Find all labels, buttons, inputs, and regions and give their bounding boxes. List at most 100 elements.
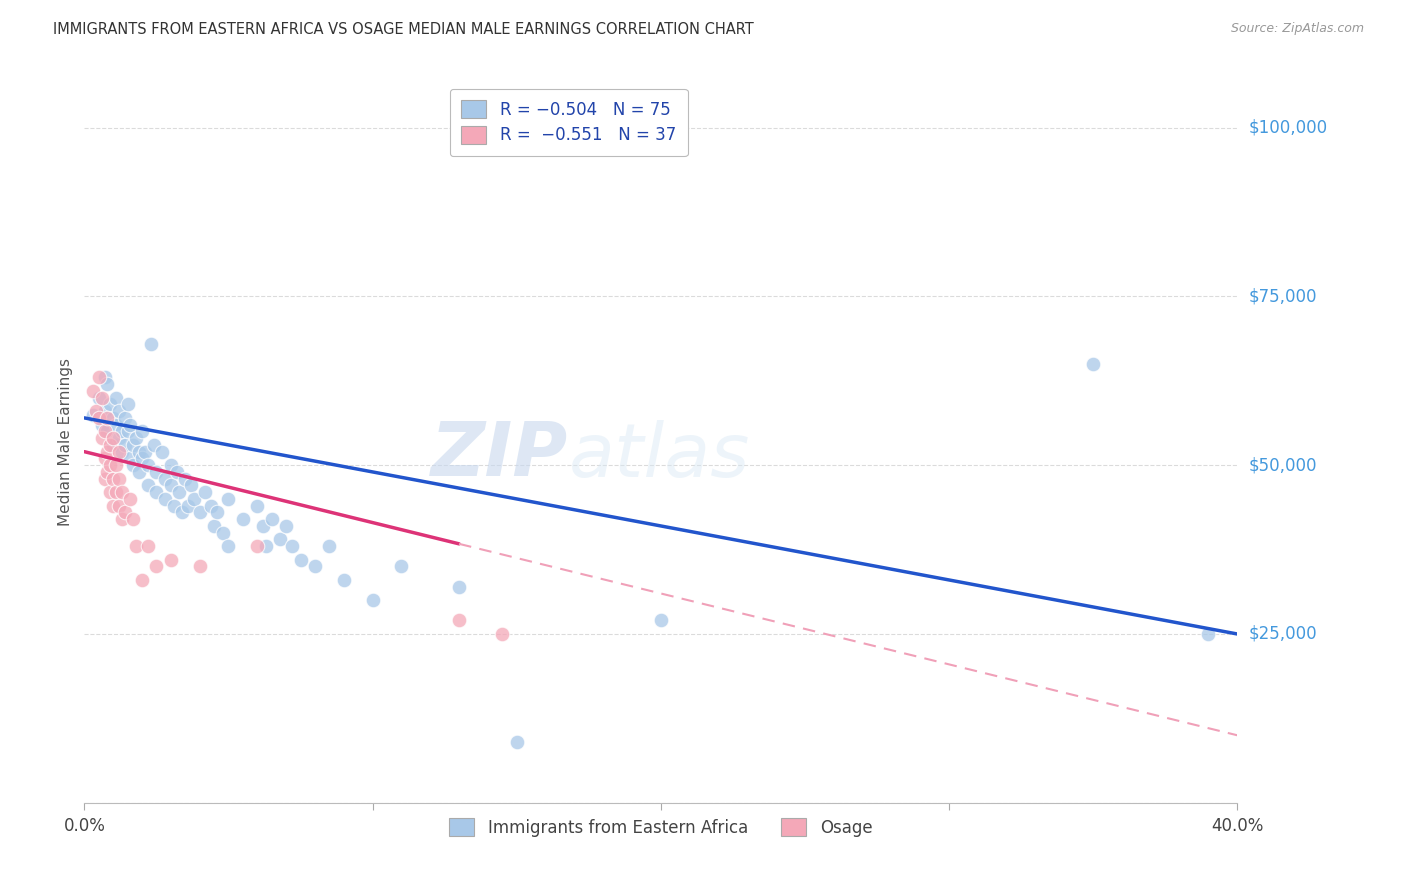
- Point: [120, 417, 142, 432]
- Point: [153, 491, 176, 506]
- Point: [650, 614, 672, 628]
- Point: [93, 370, 115, 384]
- Point: [108, 431, 131, 445]
- Point: [449, 614, 471, 628]
- Point: [142, 438, 165, 452]
- Point: [82, 384, 104, 398]
- Point: [96, 465, 118, 479]
- Point: [103, 411, 124, 425]
- Point: [188, 505, 211, 519]
- Point: [169, 485, 191, 500]
- Legend: Immigrants from Eastern Africa, Osage: Immigrants from Eastern Africa, Osage: [441, 810, 880, 845]
- Point: [117, 425, 139, 439]
- Point: [153, 472, 176, 486]
- Point: [108, 404, 131, 418]
- Text: $100,000: $100,000: [1249, 119, 1327, 136]
- Text: $25,000: $25,000: [1249, 625, 1317, 643]
- Point: [87, 370, 110, 384]
- Point: [1198, 627, 1220, 641]
- Point: [131, 573, 153, 587]
- Point: [122, 458, 145, 472]
- Point: [174, 472, 197, 486]
- Point: [103, 438, 124, 452]
- Point: [281, 539, 304, 553]
- Text: IMMIGRANTS FROM EASTERN AFRICA VS OSAGE MEDIAN MALE EARNINGS CORRELATION CHART: IMMIGRANTS FROM EASTERN AFRICA VS OSAGE …: [53, 22, 754, 37]
- Point: [105, 458, 128, 472]
- Point: [114, 505, 136, 519]
- Point: [246, 539, 269, 553]
- Point: [103, 472, 124, 486]
- Point: [108, 472, 131, 486]
- Point: [96, 444, 118, 458]
- Point: [108, 499, 131, 513]
- Point: [96, 425, 118, 439]
- Point: [87, 391, 110, 405]
- Point: [183, 491, 205, 506]
- Point: [111, 512, 134, 526]
- Point: [120, 451, 142, 466]
- Point: [98, 438, 121, 452]
- Point: [491, 627, 513, 641]
- Point: [125, 431, 148, 445]
- Point: [211, 525, 233, 540]
- Point: [160, 478, 183, 492]
- Point: [202, 519, 225, 533]
- Point: [98, 458, 121, 472]
- Point: [200, 499, 222, 513]
- Point: [90, 417, 112, 432]
- Point: [108, 444, 131, 458]
- Text: ZIP: ZIP: [432, 419, 568, 492]
- Point: [111, 485, 134, 500]
- Point: [93, 472, 115, 486]
- Point: [246, 499, 269, 513]
- Point: [449, 580, 471, 594]
- Point: [145, 465, 167, 479]
- Point: [131, 451, 153, 466]
- Point: [177, 499, 200, 513]
- Point: [128, 444, 150, 458]
- Point: [98, 397, 121, 411]
- Point: [122, 438, 145, 452]
- Point: [90, 431, 112, 445]
- Point: [103, 431, 124, 445]
- Point: [136, 478, 159, 492]
- Point: [180, 478, 202, 492]
- Point: [111, 425, 134, 439]
- Point: [122, 512, 145, 526]
- Text: $75,000: $75,000: [1249, 287, 1317, 305]
- Point: [218, 539, 240, 553]
- Point: [391, 559, 413, 574]
- Point: [105, 485, 128, 500]
- Point: [93, 404, 115, 418]
- Point: [136, 539, 159, 553]
- Point: [87, 411, 110, 425]
- Point: [150, 444, 173, 458]
- Point: [290, 552, 312, 566]
- Point: [252, 519, 274, 533]
- Point: [506, 735, 529, 749]
- Point: [160, 552, 183, 566]
- Point: [128, 465, 150, 479]
- Point: [96, 411, 118, 425]
- Point: [136, 458, 159, 472]
- Point: [276, 519, 298, 533]
- Point: [318, 539, 340, 553]
- Point: [160, 458, 183, 472]
- Point: [93, 451, 115, 466]
- Point: [90, 391, 112, 405]
- Point: [172, 505, 194, 519]
- Point: [98, 485, 121, 500]
- Point: [1083, 357, 1105, 371]
- Y-axis label: Median Male Earnings: Median Male Earnings: [58, 358, 73, 525]
- Point: [166, 465, 188, 479]
- Point: [333, 573, 356, 587]
- Point: [111, 444, 134, 458]
- Point: [114, 438, 136, 452]
- Point: [304, 559, 326, 574]
- Point: [254, 539, 277, 553]
- Point: [145, 559, 167, 574]
- Point: [139, 336, 162, 351]
- Text: atlas: atlas: [568, 420, 749, 492]
- Point: [260, 512, 283, 526]
- Point: [232, 512, 254, 526]
